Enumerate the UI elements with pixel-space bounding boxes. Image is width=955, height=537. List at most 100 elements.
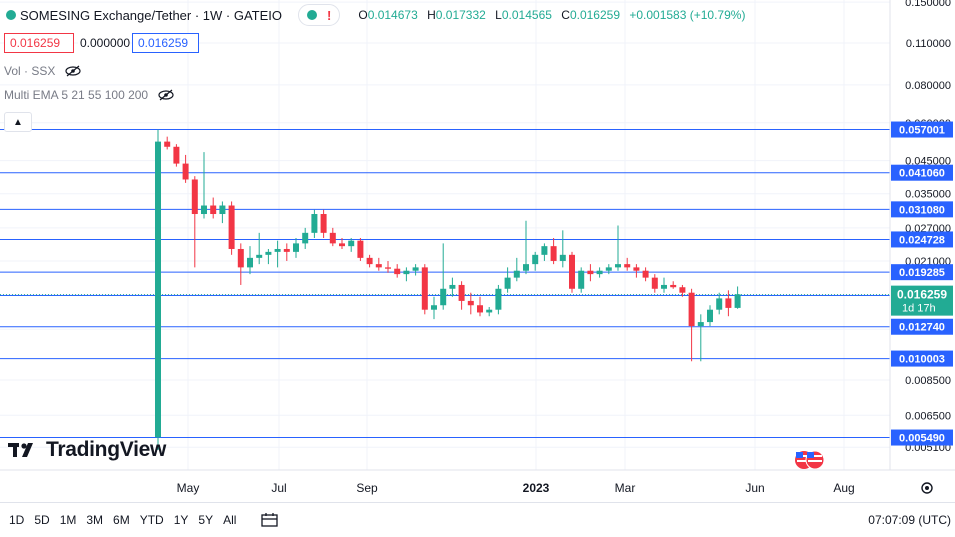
candle — [605, 264, 612, 275]
candle — [173, 144, 180, 167]
date-range-icon[interactable] — [260, 512, 280, 528]
range-5d[interactable]: 5D — [34, 513, 50, 527]
candle — [486, 307, 493, 317]
candle-body — [734, 294, 741, 308]
candle — [587, 264, 594, 282]
candle — [679, 284, 686, 297]
price-tick-label: 0.008500 — [905, 375, 951, 387]
hline-price-label: 0.019285 — [899, 267, 945, 279]
candle — [191, 176, 198, 268]
sell-price-box[interactable]: 0.016259 — [4, 33, 74, 53]
candle — [320, 209, 327, 239]
hline-price-tag — [891, 429, 953, 446]
ohlc-readout: O0.014673 H0.017332 L0.014565 C0.016259 … — [358, 8, 746, 22]
hline-price-tag — [891, 350, 953, 367]
ema-indicator[interactable]: Multi EMA 5 21 55 100 200 — [4, 88, 174, 102]
candle-body — [210, 205, 217, 215]
time-tick-label: May — [177, 481, 200, 495]
range-1y[interactable]: 1Y — [173, 513, 189, 527]
candle-body — [541, 246, 548, 255]
candle — [348, 238, 355, 252]
candle — [412, 264, 419, 276]
close-value: 0.016259 — [569, 8, 620, 22]
eye-hidden-icon[interactable] — [158, 89, 174, 101]
time-tick-label: Jul — [271, 481, 286, 495]
candle — [329, 227, 336, 247]
range-5y[interactable]: 5Y — [198, 513, 214, 527]
utc-clock[interactable]: 07:07:09 (UTC) — [868, 513, 951, 527]
candle — [550, 238, 557, 265]
candle-body — [385, 267, 391, 269]
range-ytd[interactable]: YTD — [139, 513, 164, 527]
candle-body — [477, 305, 483, 313]
candle-body — [651, 277, 658, 289]
candle — [734, 286, 741, 309]
range-1m[interactable]: 1M — [59, 513, 77, 527]
candle — [375, 257, 382, 271]
chevron-up-icon: ▲ — [13, 116, 23, 128]
candle-body — [274, 248, 281, 252]
candle — [541, 243, 548, 261]
candle-body — [247, 257, 253, 268]
candle — [651, 274, 658, 293]
candle — [697, 314, 704, 362]
volume-indicator[interactable]: Vol · SSX — [4, 64, 81, 78]
candle-body — [403, 270, 410, 275]
hline-price-label: 0.024728 — [899, 234, 945, 246]
candle — [155, 129, 161, 450]
candle-body — [605, 267, 612, 271]
time-axis[interactable]: May Jul Sep 2023 Mar Jun Aug — [177, 481, 855, 495]
candle-body — [569, 254, 575, 289]
current-price-tag — [891, 285, 953, 316]
high-value: 0.017332 — [435, 8, 486, 22]
range-1d[interactable]: 1D — [9, 513, 25, 527]
candle — [688, 288, 695, 362]
low-value: 0.014565 — [501, 8, 552, 22]
range-6m[interactable]: 6M — [113, 513, 130, 527]
candle-body — [283, 248, 290, 252]
range-all[interactable]: All — [223, 513, 237, 527]
range-3m[interactable]: 3M — [86, 513, 104, 527]
collapse-legend-button[interactable]: ▲ — [4, 112, 32, 132]
hline-price-tag — [891, 318, 953, 335]
eye-hidden-icon[interactable] — [65, 65, 81, 77]
candle — [311, 209, 318, 239]
symbol-title[interactable]: SOMESING Exchange/Tether · 1W · GATEIO — [20, 7, 282, 23]
price-tick-label: 0.006500 — [905, 410, 951, 422]
time-tick-label: Mar — [615, 481, 636, 495]
candle-body — [219, 205, 226, 215]
hline-price-tag — [891, 201, 953, 218]
chart-header: SOMESING Exchange/Tether · 1W · GATEIO !… — [0, 0, 890, 30]
candle — [477, 296, 483, 317]
candle — [164, 136, 171, 150]
candle — [256, 232, 263, 265]
buy-price-box[interactable]: 0.016259 — [132, 33, 199, 53]
candle-body — [329, 232, 336, 244]
volume-indicator-label: Vol · SSX — [4, 64, 56, 78]
candle — [624, 257, 631, 271]
candle-body — [633, 267, 640, 271]
hline-price-label: 0.010003 — [899, 354, 945, 366]
candle-body — [293, 243, 299, 252]
candle-body — [486, 309, 493, 313]
price-tick-label: 0.080000 — [905, 80, 951, 92]
candle-body — [725, 298, 732, 308]
candle — [385, 260, 391, 273]
market-status-pill[interactable]: ! — [298, 4, 341, 26]
open-value: 0.014673 — [367, 8, 418, 22]
bottom-toolbar: 1D 5D 1M 3M 6M YTD 1Y 5Y All 07:07:09 (U… — [0, 502, 955, 537]
candle-body — [366, 257, 373, 265]
candle-body — [311, 214, 318, 233]
candle — [642, 267, 649, 282]
hline-price-label: 0.041060 — [899, 168, 945, 180]
candle — [495, 284, 502, 315]
candle-body — [688, 292, 695, 327]
horizontal-lines — [0, 129, 890, 439]
candle-body — [228, 205, 235, 249]
candle — [302, 227, 309, 249]
candle-body — [357, 240, 364, 258]
candle-body — [523, 264, 529, 271]
candle-body — [670, 284, 677, 288]
settings-gear-icon[interactable] — [921, 482, 933, 494]
